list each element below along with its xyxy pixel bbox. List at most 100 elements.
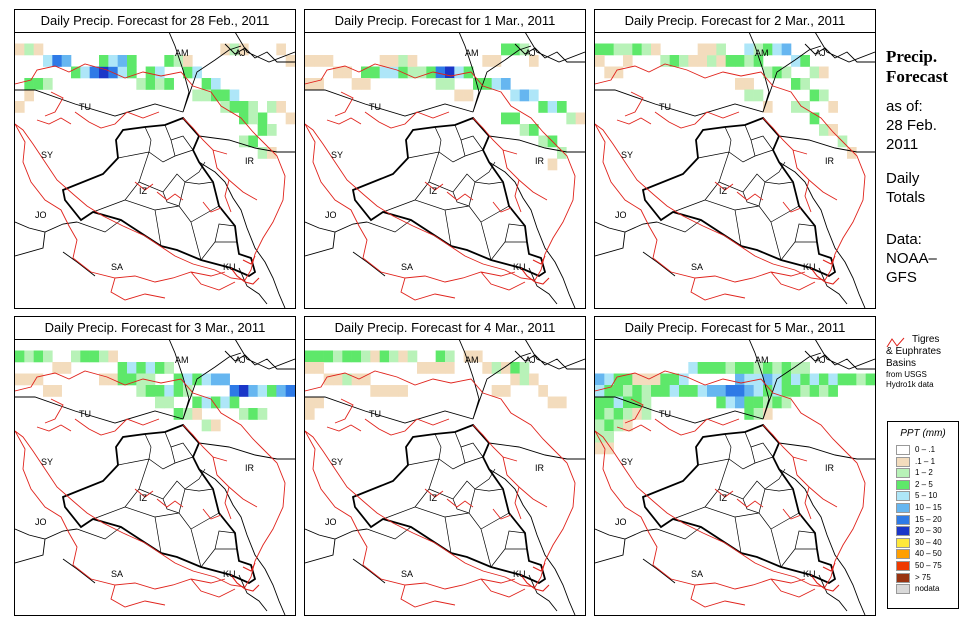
precip-cell	[669, 55, 680, 67]
precip-cell	[753, 55, 764, 67]
label-ir: IR	[245, 156, 255, 166]
precip-cell	[370, 350, 380, 363]
precip-cell	[557, 101, 567, 113]
label-sy: SY	[41, 457, 53, 467]
legend-swatch	[896, 468, 910, 479]
label-sa: SA	[691, 262, 703, 272]
precip-cell	[735, 385, 745, 397]
label-tu: TU	[369, 102, 381, 112]
precip-cell	[651, 373, 661, 386]
precip-cell	[351, 350, 362, 363]
precip-cell	[239, 112, 249, 125]
precip-cell	[510, 362, 520, 374]
precip-cell	[80, 350, 90, 363]
label-aj: AJ	[525, 48, 536, 58]
precip-cell	[33, 43, 44, 56]
precip-cell	[52, 385, 62, 397]
precip-cell	[651, 385, 661, 397]
precip-cell	[417, 362, 427, 374]
precip-cell	[809, 373, 820, 386]
precip-cell	[791, 101, 801, 113]
precip-cell	[145, 66, 156, 79]
precip-cell	[800, 373, 810, 386]
label-sy: SY	[621, 457, 633, 467]
precip-cell	[781, 43, 792, 56]
precip-cell	[763, 385, 773, 397]
precip-cell	[435, 78, 446, 90]
legend-title: PPT (mm)	[900, 428, 946, 439]
precip-cell	[623, 43, 633, 56]
precip-cell	[314, 78, 324, 90]
precip-cell	[192, 408, 202, 420]
precip-cell	[791, 362, 801, 374]
precip-cell	[744, 55, 754, 67]
precip-cell	[117, 55, 128, 67]
label-sa: SA	[111, 262, 123, 272]
label-aj: AJ	[815, 48, 826, 58]
legend-swatch	[896, 526, 910, 537]
precip-cell	[725, 396, 736, 409]
label-ir: IR	[825, 156, 835, 166]
precip-cell	[463, 350, 474, 363]
asof-label: as of:	[886, 98, 923, 115]
precip-cell	[800, 362, 810, 374]
precip-cell	[285, 112, 295, 125]
forecast-panel-4: Daily Precip. Forecast for 3 Mar., 2011 …	[14, 316, 296, 616]
precip-cell	[547, 158, 558, 171]
precip-cell	[361, 373, 371, 386]
precip-cell	[89, 66, 100, 79]
precip-cell	[697, 43, 708, 56]
precip-cell	[15, 101, 25, 113]
precip-cell	[641, 408, 652, 420]
precip-cell	[435, 350, 446, 363]
basin-key-line: & Euphrates	[886, 346, 942, 357]
precip-cell	[538, 385, 548, 397]
data-source: Data: NOAA– GFS	[886, 230, 937, 287]
precip-cell	[145, 362, 156, 374]
precip-cell	[753, 396, 764, 409]
legend-swatch	[896, 537, 910, 548]
precip-cell	[71, 66, 81, 79]
data-line: Data:	[886, 231, 922, 248]
precip-cell	[108, 350, 118, 363]
precip-cell	[623, 385, 633, 397]
precip-cell	[744, 385, 754, 397]
data-line: NOAA–	[886, 250, 937, 267]
label-jo: JO	[615, 517, 627, 527]
precip-cell	[370, 66, 380, 79]
precip-cell	[454, 89, 464, 102]
precip-cell	[781, 385, 792, 397]
precip-cell	[781, 373, 792, 386]
precip-cell	[211, 373, 221, 386]
precip-cell	[267, 147, 277, 159]
legend-label: .1 – 1	[915, 456, 936, 466]
precip-cell	[744, 78, 754, 90]
basin-key-line: from USGS	[886, 370, 927, 379]
precip-cell	[155, 385, 165, 397]
label-am: AM	[755, 48, 769, 58]
precip-cell	[351, 373, 362, 386]
label-iz: IZ	[429, 186, 438, 196]
legend-swatch	[896, 491, 910, 502]
legend-item: 5 – 10	[888, 490, 958, 502]
precip-cell	[716, 55, 726, 67]
precip-cell	[604, 385, 614, 397]
label-sa: SA	[111, 569, 123, 579]
label-sy: SY	[331, 150, 343, 160]
precip-cell	[183, 66, 193, 79]
precip-cell	[398, 350, 408, 363]
precip-cell	[828, 373, 838, 386]
precip-cell	[323, 350, 334, 363]
precip-cell	[819, 66, 829, 79]
precip-cell	[744, 89, 754, 102]
precip-cell	[651, 43, 661, 56]
precip-cell	[501, 362, 511, 374]
precip-cell	[510, 112, 520, 125]
precip-cell	[604, 66, 614, 79]
precip-cell	[229, 101, 240, 113]
precip-cell	[305, 55, 315, 67]
precip-cell	[342, 66, 352, 79]
precip-cell	[595, 373, 605, 386]
precip-cell	[361, 66, 371, 79]
